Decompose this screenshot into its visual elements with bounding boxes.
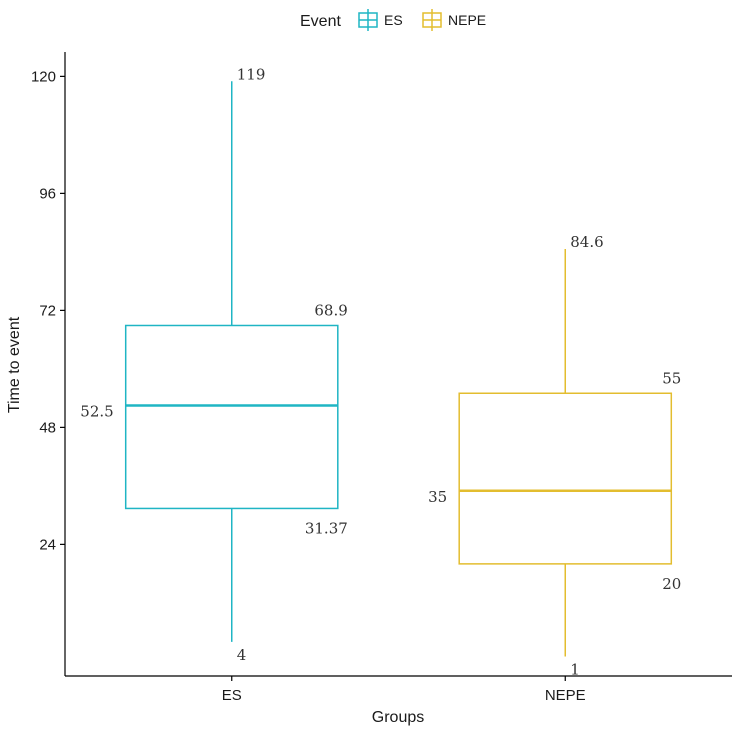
y-tick-label: 24 [39, 536, 56, 553]
data-label-es-q3: 68.9 [314, 301, 347, 319]
data-labels: 119 68.9 52.5 31.37 4 84.6 55 35 20 1 [80, 65, 681, 678]
legend-key-nepe [422, 9, 442, 31]
boxes [124, 81, 673, 657]
data-label-es-min: 4 [237, 646, 247, 664]
x-tick-label: ES [222, 687, 242, 704]
data-label-nepe-min: 1 [570, 661, 580, 679]
data-label-nepe-q1: 20 [662, 575, 681, 593]
legend-label-nepe: NEPE [448, 12, 486, 28]
y-axis-ticks: 24 48 72 96 120 [31, 68, 65, 553]
box-nepe [458, 248, 673, 657]
x-axis-title: Groups [372, 709, 424, 726]
y-tick-label: 72 [39, 302, 56, 319]
y-axis-title: Time to event [6, 316, 23, 413]
x-tick-label: NEPE [545, 687, 586, 704]
y-tick-label: 48 [39, 419, 56, 436]
iqr-box [124, 324, 339, 510]
y-tick-label: 96 [39, 185, 56, 202]
data-label-es-max: 119 [237, 65, 266, 83]
x-axis-ticks: ES NEPE [222, 676, 586, 704]
data-label-nepe-q3: 55 [662, 369, 681, 387]
data-label-nepe-median: 35 [428, 488, 447, 506]
data-label-nepe-max: 84.6 [570, 233, 603, 251]
legend-title: Event [300, 13, 341, 30]
legend-key-es [358, 9, 378, 31]
box-es [124, 81, 339, 642]
data-label-es-q1: 31.37 [305, 519, 348, 537]
y-tick-label: 120 [31, 68, 56, 85]
data-label-es-median: 52.5 [80, 402, 113, 420]
legend: Event ES NEPE [300, 9, 486, 31]
iqr-box [458, 392, 673, 565]
legend-label-es: ES [384, 12, 403, 28]
